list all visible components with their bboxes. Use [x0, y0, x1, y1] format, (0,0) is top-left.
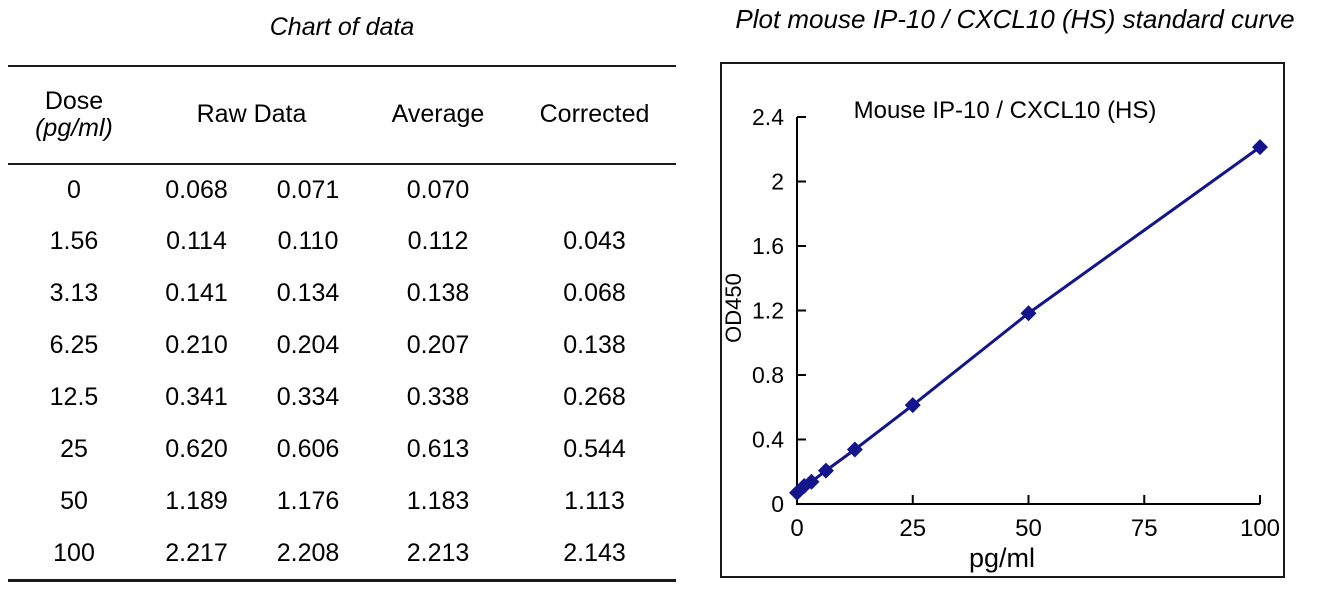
data-point-marker: [904, 397, 921, 414]
table-row: 0 0.068 0.071 0.070: [8, 164, 676, 216]
standard-curve-chart: Mouse IP-10 / CXCL10 (HS) pg/ml OD450 00…: [722, 97, 1280, 573]
cell-corrected: 0.268: [563, 383, 626, 412]
y-tick-label: 0.8: [752, 362, 784, 388]
table-row: 12.5 0.341 0.334 0.338 0.268: [8, 372, 676, 424]
cell-raw1: 0.068: [165, 175, 228, 204]
x-tick-label: 100: [1240, 515, 1280, 542]
cell-average: 0.112: [407, 227, 469, 256]
cell-dose: 6.25: [49, 331, 99, 360]
table-title: Chart of data: [269, 13, 415, 41]
cell-raw2: 0.071: [276, 175, 340, 204]
cell-average: 0.207: [406, 331, 470, 360]
cell-raw1: 0.114: [166, 227, 227, 256]
y-tick-label: 1.2: [752, 298, 784, 324]
x-tick-label: 0: [790, 515, 803, 542]
standards-table: Dose (pg/ml) Raw Data Average Corrected …: [8, 65, 677, 582]
cell-raw1: 2.217: [165, 538, 228, 567]
cell-corrected: 0.043: [563, 227, 626, 256]
table-row: 1.56 0.114 0.110 0.112 0.043: [8, 216, 676, 268]
cell-raw2: 0.134: [276, 279, 340, 308]
cell-raw2: 0.334: [276, 383, 340, 412]
cell-corrected: [513, 164, 676, 216]
y-tick-label: 2: [771, 169, 784, 195]
cell-raw1: 0.620: [165, 435, 228, 464]
y-tick-label: 2.4: [752, 104, 784, 130]
table-body: 0 0.068 0.071 0.070 1.56 0.114 0.110 0.1…: [8, 164, 676, 580]
cell-raw2: 2.208: [276, 538, 340, 567]
y-axis-label: OD450: [722, 273, 746, 343]
cell-raw1: 1.189: [165, 487, 228, 516]
y-tick-label: 0: [771, 491, 784, 517]
cell-average: 0.070: [406, 175, 470, 204]
cell-dose: 12.5: [49, 383, 99, 412]
cell-average: 0.138: [406, 279, 470, 308]
cell-dose: 1.56: [49, 227, 99, 256]
data-point-marker: [1020, 305, 1037, 322]
cell-average: 2.213: [406, 538, 470, 567]
cell-raw2: 1.176: [276, 487, 340, 516]
data-point-marker: [846, 441, 863, 458]
cell-dose: 3.13: [49, 279, 99, 308]
cell-corrected: 1.113: [564, 487, 625, 516]
plot-panel-title: Plot mouse IP-10 / CXCL10 (HS) standard …: [735, 4, 1295, 34]
cell-corrected: 2.143: [563, 538, 626, 567]
y-tick-label: 1.6: [752, 233, 784, 259]
table-row: 6.25 0.210 0.204 0.207 0.138: [8, 320, 676, 372]
cell-dose: 50: [60, 487, 88, 516]
col-header-raw-data: Raw Data: [196, 100, 307, 129]
cell-average: 1.183: [406, 487, 470, 516]
cell-dose: 25: [60, 435, 88, 464]
cell-dose: 100: [53, 538, 95, 567]
col-header-dose: Dose (pg/ml): [8, 66, 140, 164]
col-header-corrected: Corrected: [539, 100, 650, 129]
dose-header-unit: (pg/ml): [35, 114, 113, 142]
cell-corrected: 0.138: [563, 331, 626, 360]
cell-raw1: 0.341: [165, 383, 228, 412]
cell-average: 0.338: [406, 383, 470, 412]
x-axis-label: pg/ml: [969, 543, 1035, 573]
table-row: 100 2.217 2.208 2.213 2.143: [8, 528, 676, 580]
data-point-marker: [803, 473, 820, 490]
cell-raw1: 0.210: [165, 331, 228, 360]
cell-corrected: 0.068: [563, 279, 626, 308]
data-point-marker: [817, 462, 834, 479]
table-row: 25 0.620 0.606 0.613 0.544: [8, 424, 676, 476]
table-row: 3.13 0.141 0.134 0.138 0.068: [8, 268, 676, 320]
cell-dose: 0: [67, 175, 81, 204]
cell-raw2: 0.204: [276, 331, 340, 360]
cell-raw2: 0.606: [276, 435, 340, 464]
dose-header-label: Dose: [44, 86, 104, 115]
chart-title: Mouse IP-10 / CXCL10 (HS): [854, 97, 1157, 124]
cell-raw2: 0.110: [277, 227, 339, 256]
cell-average: 0.613: [406, 435, 470, 464]
x-tick-label: 50: [1015, 515, 1042, 542]
cell-corrected: 0.544: [563, 435, 626, 464]
table-row: 50 1.189 1.176 1.183 1.113: [8, 476, 676, 528]
cell-raw1: 0.141: [165, 279, 228, 308]
x-tick-label: 75: [1131, 515, 1158, 542]
data-point-marker: [1252, 139, 1268, 156]
y-tick-label: 0.4: [752, 427, 784, 453]
table-header-row: Dose (pg/ml) Raw Data Average Corrected: [8, 66, 677, 164]
x-tick-label: 25: [899, 515, 926, 542]
col-header-average: Average: [391, 100, 485, 129]
